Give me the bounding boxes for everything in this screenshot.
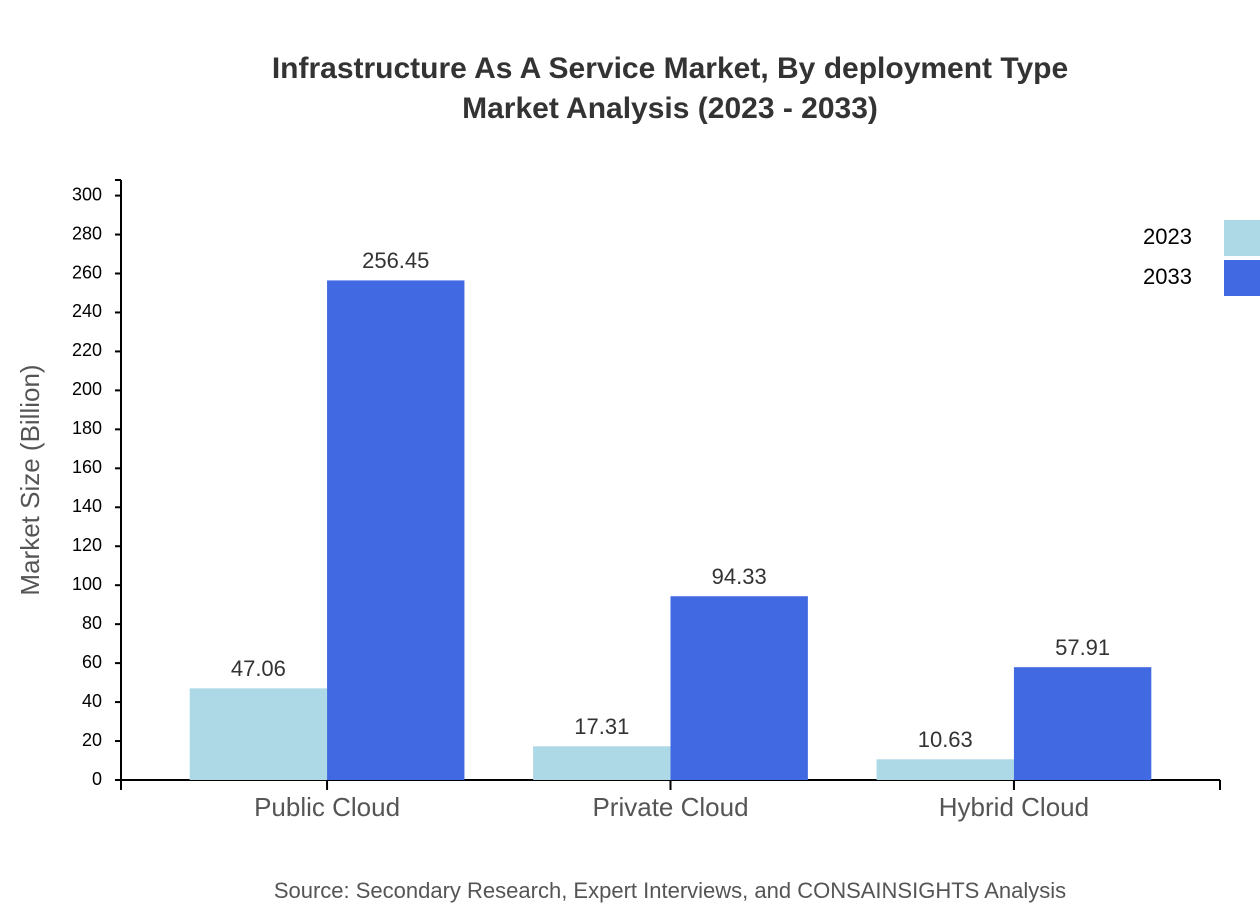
value-label: 10.63 [918,727,973,752]
x-tick-label: Private Cloud [592,792,748,822]
y-tick-label: 220 [72,340,102,360]
y-tick-label: 140 [72,496,102,516]
y-tick-label: 200 [72,379,102,399]
legend-label: 2033 [1143,264,1192,289]
x-tick-label: Public Cloud [254,792,400,822]
y-tick-label: 20 [82,730,102,750]
source-note: Source: Secondary Research, Expert Inter… [274,878,1066,903]
y-tick-label: 60 [82,652,102,672]
value-label: 17.31 [574,714,629,739]
legend-label: 2023 [1143,224,1192,249]
bar [1013,667,1152,780]
y-tick-label: 40 [82,691,102,711]
y-tick-label: 280 [72,223,102,243]
y-tick-label: 80 [82,613,102,633]
value-label: 256.45 [362,248,429,273]
y-tick-label: 240 [72,301,102,321]
chart-title: Infrastructure As A Service Market, By d… [272,52,1068,85]
value-label: 47.06 [231,656,286,681]
y-tick-label: 160 [72,457,102,477]
bar [533,746,671,780]
chart-subtitle: Market Analysis (2023 - 2033) [462,92,878,125]
bar [327,280,465,780]
value-label: 57.91 [1055,635,1110,660]
y-tick-label: 260 [72,262,102,282]
y-tick-label: 120 [72,535,102,555]
bar [876,759,1014,780]
value-label: 94.33 [712,564,767,589]
y-tick-label: 0 [92,769,102,789]
x-tick-label: Hybrid Cloud [939,792,1089,822]
legend-swatch [1224,220,1260,256]
y-axis-label: Market Size (Billion) [15,364,45,595]
bar [189,688,328,780]
y-tick-label: 100 [72,574,102,594]
y-tick-label: 300 [72,184,102,204]
bar [670,596,808,780]
y-tick-label: 180 [72,418,102,438]
legend-swatch [1224,260,1260,296]
